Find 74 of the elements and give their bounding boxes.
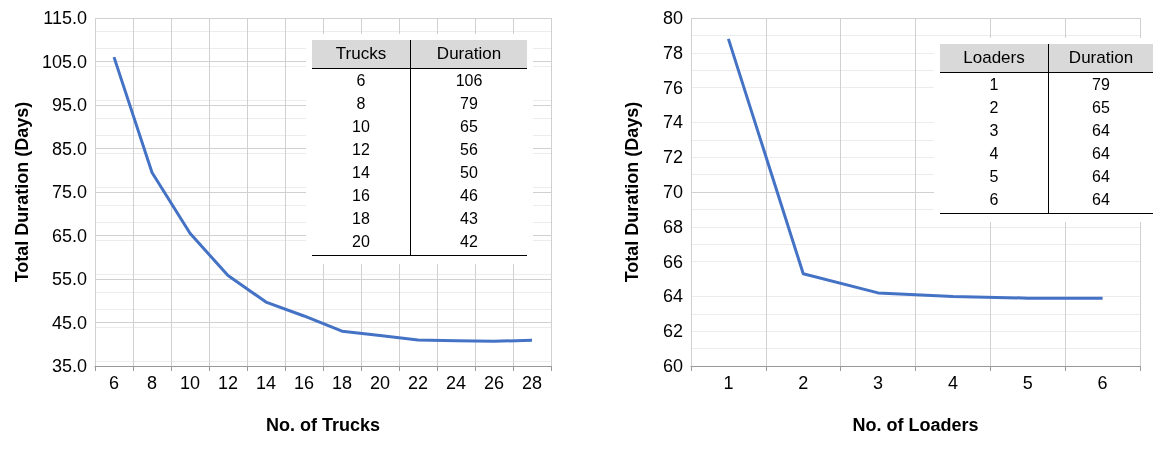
y-axis-title: Total Duration (Days) [12,101,33,283]
x-tick-label: 4 [947,373,958,393]
x-axis-title: No. of Trucks [265,415,381,435]
x-tick-label: 5 [1022,373,1033,393]
x-tick-label: 28 [521,373,543,393]
y-tick-label: 72 [662,147,683,168]
annotation: 16 [312,184,411,207]
y-tick-label: 115.0 [43,8,87,28]
y-tick-label: 74 [662,112,683,133]
annotation: 106 [454,70,484,91]
y-tick-label: 45.0 [51,312,87,333]
annotation: 18 [312,207,411,230]
y-tick-label: 65.0 [51,225,87,246]
y-axis-title: Total Duration (Days) [622,101,642,283]
x-tick-label: 16 [293,373,315,393]
x-tick-label: 2 [798,373,809,393]
x-tick-label: 20 [369,373,391,393]
y-tick-label: 68 [662,216,683,237]
annotation: 10 [312,115,411,138]
y-tick-label: 62 [662,321,683,342]
annotation: 64 [1091,120,1111,141]
x-tick-label: 10 [179,373,201,393]
annotation: Trucks [312,40,411,69]
x-tick-label: 14 [255,373,277,393]
annotation: 64 [1091,143,1111,164]
annotation: 64 [1048,188,1153,214]
annotation: 14 [312,161,411,184]
annotation: 2 [940,96,1049,119]
x-tick-label: 6 [1097,373,1108,393]
annotation: 5 [940,165,1049,188]
annotation: 65 [1091,97,1111,118]
x-tick-label: 26 [483,373,505,393]
annotation: 6 [940,188,1049,214]
annotation: 3 [940,119,1049,142]
x-axis-title: No. of Loaders [852,415,979,435]
y-tick-label: 66 [662,251,683,272]
annotation: Loaders [940,44,1049,73]
y-tick-label: 60 [662,356,683,376]
annotation: 1 [940,72,1049,96]
y-tick-label: 80 [662,8,683,28]
annotation: 42 [410,230,527,256]
y-tick-label: 75.0 [51,182,87,202]
annotation: 12 [312,138,411,161]
annotation: 43 [459,208,479,229]
x-tick-label: 12 [217,373,239,393]
annotation: 65 [459,116,479,137]
annotation: 20 [312,230,411,256]
annotation: 46 [459,185,479,206]
annotation: 79 [1091,74,1111,95]
y-tick-label: 70 [662,182,683,202]
x-tick-label: 8 [146,373,158,393]
x-tick-label: 6 [108,373,120,393]
x-tick-label: 3 [873,373,884,393]
y-tick-label: 95.0 [51,95,87,115]
annotation: 50 [459,162,479,183]
y-tick-label: 76 [662,77,683,98]
y-tick-label: 105.0 [41,51,87,72]
y-tick-label: 55.0 [51,269,87,289]
x-tick-label: 18 [331,373,353,393]
y-tick-label: 85.0 [51,138,87,159]
annotation: 6 [312,68,411,92]
x-tick-label: 1 [723,373,734,393]
annotation: Duration [410,40,527,69]
annotation: 64 [1091,166,1111,187]
y-tick-label: 64 [662,286,683,307]
annotation: Duration [1048,44,1153,73]
x-tick-label: 22 [407,373,429,393]
y-tick-label: 35.0 [51,356,87,376]
annotation: 8 [312,92,411,115]
y-tick-label: 78 [662,42,683,63]
annotation: 4 [940,142,1049,165]
annotation: 79 [459,93,479,114]
x-tick-label: 24 [445,373,467,393]
annotation: 56 [459,139,479,160]
